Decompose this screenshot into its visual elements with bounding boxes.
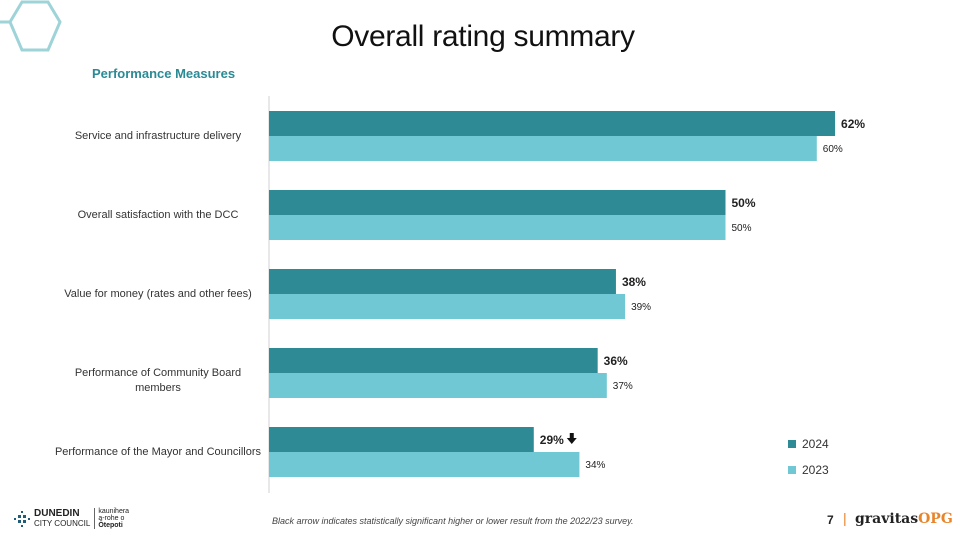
logo-maori-2: a-rohe o bbox=[98, 515, 125, 522]
brand-part-2: OPG bbox=[918, 511, 953, 527]
bar-2024-2 bbox=[269, 269, 616, 294]
legend-label-2023: 2023 bbox=[802, 463, 829, 477]
data-label-2024-3: 36% bbox=[604, 354, 628, 368]
bar-2024-4 bbox=[269, 427, 534, 452]
data-label-2023-0: 60% bbox=[823, 144, 843, 155]
data-label-2023-3: 37% bbox=[613, 381, 633, 392]
logo-maori-1: kaunihera bbox=[98, 508, 130, 515]
bar-2023-2 bbox=[269, 294, 626, 319]
bar-2023-0 bbox=[269, 136, 817, 161]
footnote: Black arrow indicates statistically sign… bbox=[272, 516, 634, 526]
page-number: 7 bbox=[827, 513, 834, 527]
data-label-2024-1: 50% bbox=[732, 196, 756, 210]
data-label-2024-0: 62% bbox=[841, 117, 865, 131]
bar-2024-1 bbox=[269, 190, 726, 215]
chart-legend: 2024 2023 bbox=[788, 436, 829, 488]
data-label-2024-4: 29% bbox=[540, 433, 564, 447]
logo-maori-3: Ōtepoti bbox=[98, 522, 123, 529]
gravitas-logo: gravitasOPG bbox=[855, 511, 953, 527]
category-label-2: Value for money (rates and other fees) bbox=[64, 287, 252, 300]
category-label-3: Performance of Community Board members bbox=[74, 366, 242, 394]
legend-swatch-2023 bbox=[788, 466, 796, 474]
dunedin-emblem-icon bbox=[14, 510, 30, 527]
legend-item-2023: 2023 bbox=[788, 462, 829, 478]
legend-swatch-2024 bbox=[788, 440, 796, 448]
significance-down-arrow-icon bbox=[566, 433, 577, 444]
data-label-2023-2: 39% bbox=[631, 302, 651, 313]
hexagon-decoration-icon bbox=[0, 0, 62, 52]
bar-2024-0 bbox=[269, 111, 836, 136]
page-title: Overall rating summary bbox=[331, 20, 635, 53]
data-label-2023-1: 50% bbox=[732, 223, 752, 234]
logo-line-1: DUNEDIN bbox=[34, 507, 80, 519]
legend-label-2024: 2024 bbox=[802, 437, 829, 451]
category-label-0: Service and infrastructure delivery bbox=[74, 129, 242, 142]
bar-2024-3 bbox=[269, 348, 598, 373]
bar-2023-3 bbox=[269, 373, 607, 398]
logo-line-2: CITY COUNCIL bbox=[34, 518, 91, 528]
category-label-4: Performance of the Mayor and Councillors bbox=[54, 445, 262, 458]
legend-item-2024: 2024 bbox=[788, 436, 829, 452]
bar-2023-4 bbox=[269, 452, 580, 477]
brand-part-1: gravitas bbox=[855, 511, 919, 527]
dunedin-logo: DUNEDIN CITY COUNCIL kaunihera a-rohe o … bbox=[14, 508, 129, 529]
data-label-2023-4: 34% bbox=[585, 460, 605, 471]
chart-subtitle: Performance Measures bbox=[92, 66, 236, 81]
bar-2023-1 bbox=[269, 215, 726, 240]
data-label-2024-2: 38% bbox=[622, 275, 646, 289]
category-label-1: Overall satisfaction with the DCC bbox=[77, 208, 239, 221]
footer-separator: | bbox=[843, 510, 847, 526]
